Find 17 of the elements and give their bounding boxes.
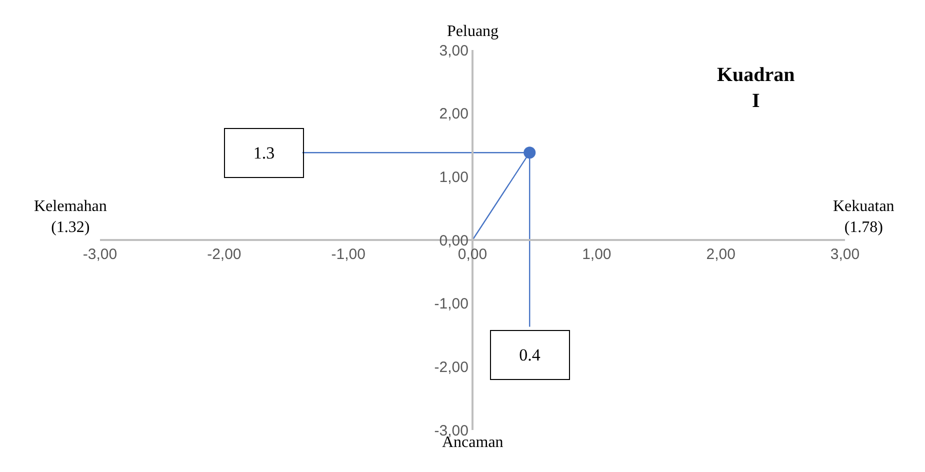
y-tick-label: -1,00 xyxy=(434,296,468,313)
annotation: Kuadran I xyxy=(717,64,795,112)
x-tick-label: 2,00 xyxy=(706,246,736,263)
y-tick-label: -2,00 xyxy=(434,358,468,376)
annotation: 0.4 xyxy=(519,346,541,364)
annotation: 1.3 xyxy=(253,144,275,162)
x-tick-label: -3,00 xyxy=(82,246,118,263)
x-tick-label: 3,00 xyxy=(830,246,860,263)
annotation: Kelemahan (1.32) xyxy=(34,198,107,236)
x-tick-label: -1,00 xyxy=(331,246,366,263)
text: Peluang xyxy=(447,23,499,40)
x-tick-label: -2,00 xyxy=(207,246,242,263)
y-tick-label: 2,00 xyxy=(439,106,468,123)
y-tick-label: 1,00 xyxy=(439,168,468,186)
y-tick-label: 3,00 xyxy=(439,42,468,60)
x-tick-label: 1,00 xyxy=(582,246,612,263)
annotation: Kekuatan (1.78) xyxy=(833,198,894,236)
